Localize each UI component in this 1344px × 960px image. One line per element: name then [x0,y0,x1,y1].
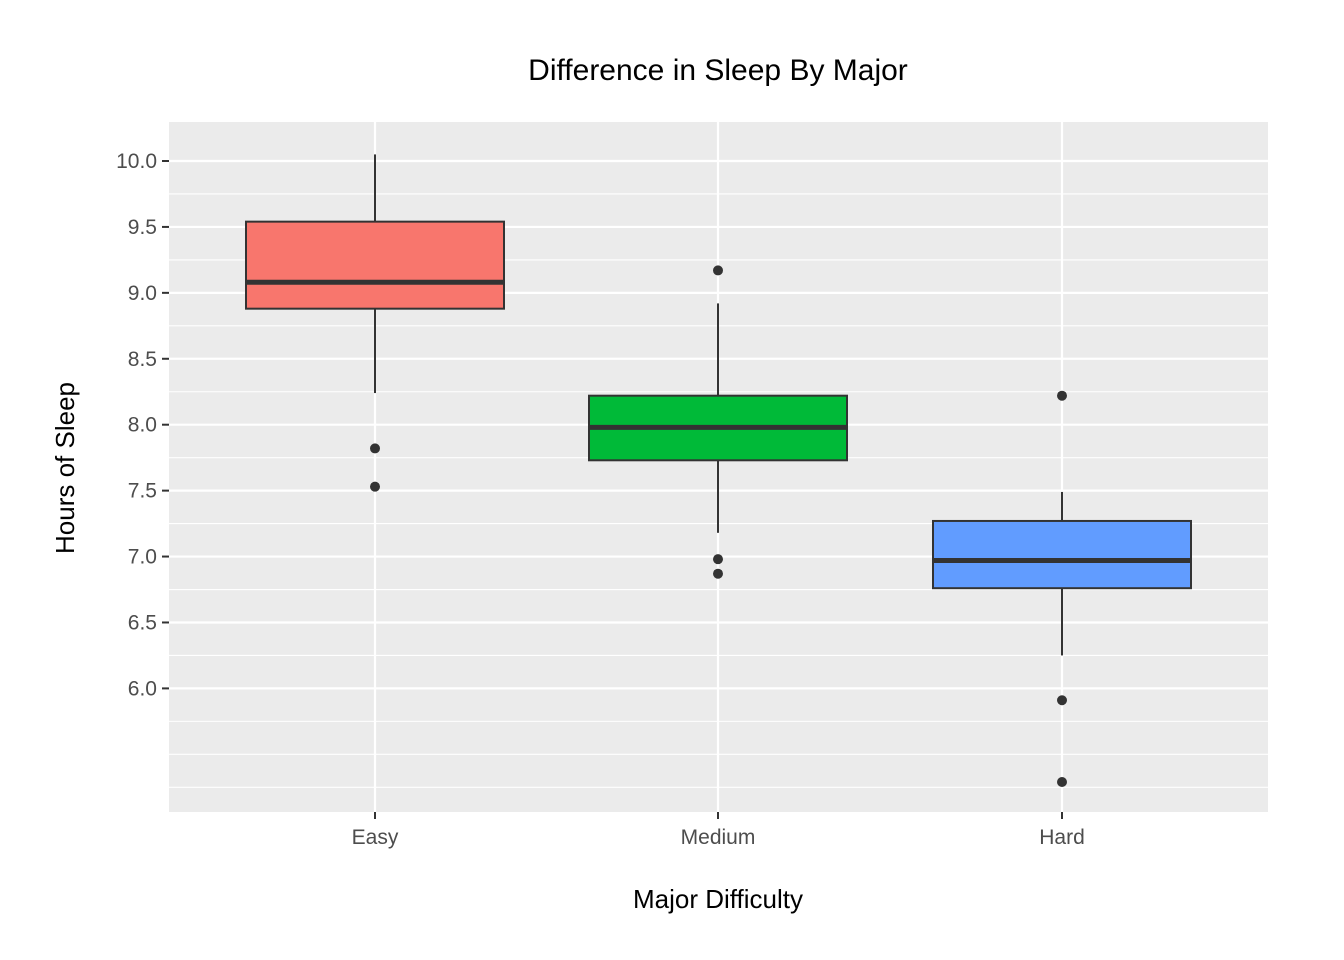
x-axis: Easy Medium Hard [352,812,1085,849]
outlier-point [370,481,380,492]
y-tick-label: 9.5 [128,216,157,239]
chart-title: Difference in Sleep By Major [528,54,908,87]
x-axis-title: Major Difficulty [633,884,803,914]
y-axis-title: Hours of Sleep [50,382,80,554]
outlier-point [370,443,380,454]
box-easy [245,154,505,492]
y-tick-label: 10.0 [116,150,157,173]
y-tick-label: 8.5 [128,348,157,371]
y-tick-label: 9.0 [128,282,157,305]
outlier-point [713,554,723,565]
y-tick-label: 6.5 [128,611,157,634]
y-tick-label: 6.0 [128,677,157,700]
x-tick-label: Easy [352,826,399,849]
box-iqr [932,519,1192,590]
x-tick-label: Medium [681,826,756,849]
y-tick-label: 7.0 [128,546,157,569]
boxplot-series [245,154,1192,788]
y-axis: 10.0 9.5 9.0 8.5 8.0 7.5 7.0 6.5 6.0 [116,150,169,700]
box-medium [588,265,848,579]
y-tick-label: 7.5 [128,480,157,503]
x-tick-label: Hard [1039,826,1085,849]
outlier-point [713,568,723,579]
box-iqr [245,220,505,310]
box-hard [932,390,1192,788]
outlier-point [1057,777,1067,788]
y-tick-label: 8.0 [128,414,157,437]
outlier-point [1057,695,1067,706]
outlier-point [1057,390,1067,401]
outlier-point [713,265,723,276]
